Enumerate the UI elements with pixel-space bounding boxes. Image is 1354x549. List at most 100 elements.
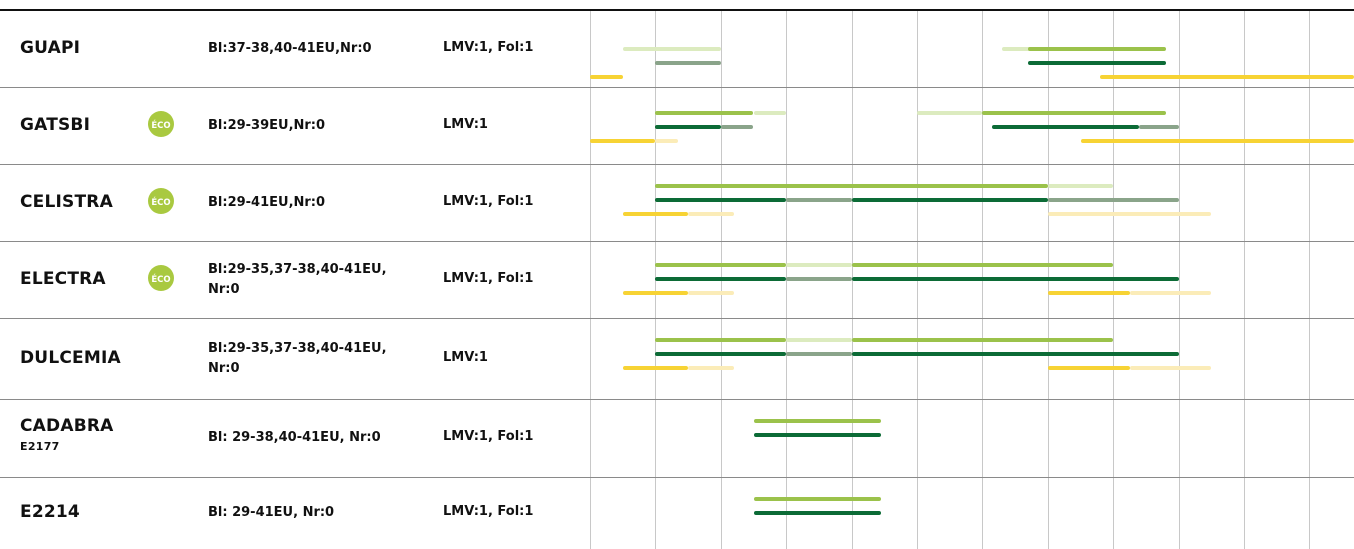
schedule-bar-light-green	[753, 497, 882, 501]
bremia-resistance: Bl:29-41EU,Nr:0	[208, 193, 325, 213]
schedule-bar-pale-green	[786, 263, 852, 267]
variety-name: GATSBI	[20, 115, 90, 135]
schedule-bar-pale-green	[622, 47, 721, 51]
table-row: GUAPI Bl:37-38,40-41EU,Nr:0 LMV:1, Fol:1	[0, 11, 1354, 87]
virus-resistance: LMV:1	[443, 116, 488, 132]
schedule-bar-gray-green	[786, 352, 852, 356]
schedule-bar-pale-green	[786, 338, 852, 342]
virus-resistance: LMV:1, Fol:1	[443, 40, 534, 55]
schedule-bar-gray-green	[1047, 198, 1179, 202]
schedule-bar-light-green	[982, 111, 1166, 115]
table-row: E2214 Bl: 29-41EU, Nr:0 LMV:1, Fol:1	[0, 477, 1354, 549]
schedule-bar-yellow	[1047, 366, 1130, 370]
bremia-resistance: Bl:37-38,40-41EU,Nr:0	[208, 39, 372, 59]
bremia-resistance-line: Nr:0	[208, 281, 240, 297]
schedule-bar-light-green	[655, 338, 787, 342]
table-top-border	[0, 9, 1354, 11]
eco-badge-icon: ÉCO	[148, 110, 174, 137]
eco-badge-label: ÉCO	[151, 119, 170, 131]
virus-resistance: LMV:1	[443, 349, 488, 365]
bremia-resistance-line: Bl:37-38,40-41EU,Nr:0	[208, 41, 372, 56]
variety-name-text: DULCEMIA	[20, 347, 121, 368]
eco-badge-icon: ÉCO	[148, 187, 174, 214]
schedule-bar-pale-green	[1047, 184, 1114, 188]
schedule-bar-light-green	[655, 184, 1048, 188]
schedule-bar-dark-green	[1028, 61, 1166, 65]
bremia-resistance-line: Bl:29-39EU,Nr:0	[208, 117, 326, 133]
schedule-bar-light-green	[851, 263, 1114, 267]
bremia-resistance-line: Bl:29-35,37-38,40-41EU,	[208, 340, 387, 356]
month-gridline	[1178, 11, 1180, 549]
bremia-resistance-line: Bl: 29-38,40-41EU, Nr:0	[208, 430, 381, 445]
table-row: GATSBI ÉCO Bl:29-39EU,Nr:0 LMV:1	[0, 87, 1354, 164]
schedule-bar-pale-yellow	[688, 212, 734, 216]
variety-code: E2177	[20, 440, 60, 453]
schedule-bar-dark-green	[655, 198, 787, 202]
schedule-bar-light-green	[655, 111, 754, 115]
variety-name: CADABRA E2177	[20, 416, 114, 453]
schedule-bar-dark-green	[753, 511, 882, 515]
schedule-bar-pale-yellow	[1129, 366, 1212, 370]
schedule-bar-light-green	[753, 419, 882, 423]
row-divider	[0, 87, 1354, 88]
schedule-bar-dark-green	[851, 277, 1179, 281]
row-divider	[0, 164, 1354, 165]
schedule-bar-dark-green	[655, 352, 787, 356]
row-divider	[0, 241, 1354, 242]
schedule-bar-yellow	[590, 139, 656, 143]
schedule-bar-yellow	[1047, 291, 1130, 295]
schedule-bar-pale-green	[917, 111, 983, 115]
schedule-bar-pale-green	[753, 111, 787, 115]
variety-name: ELECTRA	[20, 269, 106, 289]
schedule-bar-dark-green	[851, 352, 1179, 356]
eco-badge-icon: ÉCO	[148, 264, 174, 291]
variety-name-text: ELECTRA	[20, 268, 106, 289]
bremia-resistance: Bl: 29-41EU, Nr:0	[208, 503, 334, 523]
schedule-bar-yellow	[622, 212, 689, 216]
schedule-bar-gray-green	[786, 277, 852, 281]
variety-name: E2214	[20, 502, 80, 522]
schedule-bar-yellow	[590, 75, 623, 79]
schedule-bar-pale-green	[1002, 47, 1048, 51]
schedule-bar-pale-yellow	[688, 366, 734, 370]
virus-resistance: LMV:1, Fol:1	[443, 270, 534, 286]
schedule-bar-yellow	[1100, 75, 1354, 79]
eco-badge-label: ÉCO	[151, 273, 170, 285]
eco-badge-label: ÉCO	[151, 196, 170, 208]
table-row: CADABRA E2177 Bl: 29-38,40-41EU, Nr:0 LMV:1…	[0, 399, 1354, 477]
schedule-bar-gray-green	[655, 61, 721, 65]
schedule-bar-light-green	[851, 338, 1114, 342]
variety-name-text: E2214	[20, 502, 80, 522]
table-row: DULCEMIA Bl:29-35,37-38,40-41EU, Nr:0 LMV:1	[0, 318, 1354, 399]
schedule-bar-gray-green	[1139, 125, 1179, 129]
schedule-bar-pale-yellow	[1047, 212, 1212, 216]
table-row: ELECTRA ÉCO Bl:29-35,37-38,40-41EU, Nr:0 LMV…	[0, 241, 1354, 318]
schedule-bar-dark-green	[655, 277, 787, 281]
schedule-bar-dark-green	[992, 125, 1140, 129]
row-divider	[0, 318, 1354, 319]
variety-name-text: GATSBI	[20, 114, 91, 135]
schedule-bar-pale-yellow	[688, 291, 734, 295]
schedule-bar-light-green	[655, 263, 787, 267]
variety-name: DULCEMIA	[20, 348, 121, 368]
row-divider	[0, 399, 1354, 400]
schedule-bar-light-green	[1028, 47, 1166, 51]
schedule-bar-pale-yellow	[1129, 291, 1212, 295]
variety-name-text: GUAPI	[20, 38, 81, 58]
table-row: CELISTRA ÉCO Bl:29-41EU,Nr:0 LMV:1, Fol:1	[0, 164, 1354, 241]
bremia-resistance-line: Bl:29-35,37-38,40-41EU,	[208, 261, 387, 277]
bremia-resistance-line: Bl: 29-41EU, Nr:0	[208, 505, 335, 520]
variety-name: CELISTRA	[20, 192, 113, 212]
month-gridline	[590, 11, 591, 549]
variety-name-text: CELISTRA	[20, 191, 113, 212]
schedule-bar-pale-yellow	[655, 139, 679, 143]
bremia-resistance: Bl:29-35,37-38,40-41EU, Nr:0	[208, 339, 387, 379]
virus-resistance: LMV:1, Fol:1	[443, 504, 534, 519]
schedule-bar-dark-green	[851, 198, 1048, 202]
bremia-resistance: Bl: 29-38,40-41EU, Nr:0	[208, 428, 381, 448]
bremia-resistance-line: Bl:29-41EU,Nr:0	[208, 194, 326, 210]
month-gridline	[1309, 11, 1311, 549]
bremia-resistance-line: Nr:0	[208, 360, 240, 376]
schedule-bar-gray-green	[720, 125, 754, 129]
